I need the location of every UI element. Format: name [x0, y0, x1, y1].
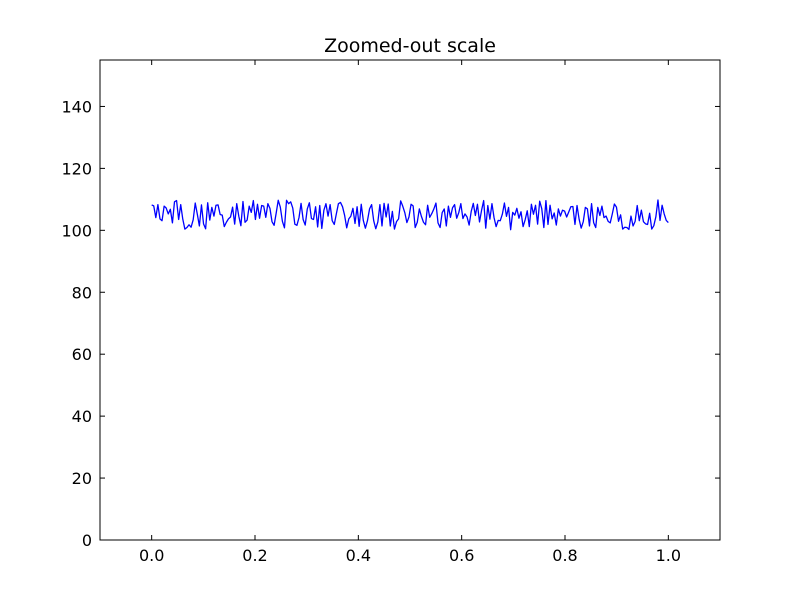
x-tick-label: 0.2	[242, 546, 267, 565]
series-line-0	[151, 199, 669, 231]
x-tick-label: 0.0	[139, 546, 164, 565]
chart-title: Zoomed-out scale	[324, 35, 496, 57]
y-tick-label: 120	[61, 159, 92, 178]
y-tick-label: 140	[61, 97, 92, 116]
y-tick-label: 0	[82, 531, 92, 550]
x-tick-label: 0.4	[346, 546, 371, 565]
y-tick-label: 80	[72, 283, 92, 302]
x-tick-label: 0.6	[449, 546, 474, 565]
axes-frame	[99, 59, 721, 541]
y-tick-label: 60	[72, 345, 92, 364]
y-tick-label: 100	[61, 221, 92, 240]
y-tick-label: 40	[72, 407, 92, 426]
x-tick-label: 1.0	[656, 546, 681, 565]
y-tick-label: 20	[72, 469, 92, 488]
x-tick-label: 0.8	[552, 546, 577, 565]
plot-area: 0.0 0.2 0.4 0.6 0.8 1.0 0 20 40 60 80 100 120 140	[61, 59, 721, 565]
